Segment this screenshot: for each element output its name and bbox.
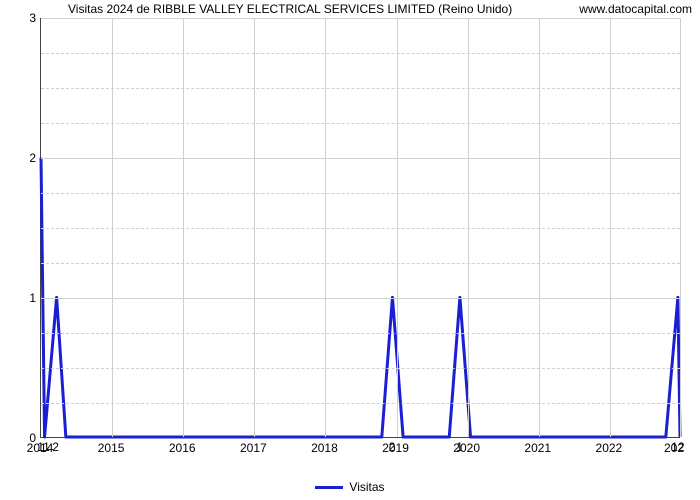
series-point-label: 2 <box>52 440 59 454</box>
h-gridline-minor <box>41 403 680 404</box>
h-gridline-minor <box>41 53 680 54</box>
v-gridline <box>112 18 113 437</box>
h-gridline-minor <box>41 228 680 229</box>
v-gridline <box>610 18 611 437</box>
y-tick-label: 3 <box>6 11 36 25</box>
h-gridline-minor <box>41 368 680 369</box>
legend: Visitas <box>0 480 700 494</box>
legend-swatch <box>315 486 343 489</box>
v-gridline <box>468 18 469 437</box>
series-point-label: 1 <box>456 440 463 454</box>
h-gridline-minor <box>41 263 680 264</box>
v-gridline <box>325 18 326 437</box>
x-tick-label: 2017 <box>240 441 267 455</box>
h-gridline-minor <box>41 123 680 124</box>
v-gridline <box>254 18 255 437</box>
h-gridline-minor <box>41 333 680 334</box>
series-point-label: 11 <box>37 440 49 454</box>
chart-watermark: www.datocapital.com <box>579 2 692 16</box>
v-gridline <box>539 18 540 437</box>
h-gridline <box>41 298 680 299</box>
v-gridline <box>397 18 398 437</box>
h-gridline <box>41 18 680 19</box>
h-gridline <box>41 158 680 159</box>
chart-title: Visitas 2024 de RIBBLE VALLEY ELECTRICAL… <box>68 2 512 16</box>
series-point-label: 12 <box>671 440 684 454</box>
plot-area <box>40 18 680 438</box>
legend-label: Visitas <box>349 480 384 494</box>
v-gridline <box>183 18 184 437</box>
y-tick-label: 2 <box>6 151 36 165</box>
series-point-label: 2 <box>389 440 396 454</box>
x-tick-label: 2021 <box>524 441 551 455</box>
x-tick-label: 2018 <box>311 441 338 455</box>
chart-container: Visitas 2024 de RIBBLE VALLEY ELECTRICAL… <box>0 0 700 500</box>
y-tick-label: 1 <box>6 291 36 305</box>
h-gridline-minor <box>41 193 680 194</box>
x-tick-label: 2015 <box>98 441 125 455</box>
x-tick-label: 2022 <box>596 441 623 455</box>
x-tick-label: 2016 <box>169 441 196 455</box>
h-gridline-minor <box>41 88 680 89</box>
v-gridline <box>680 18 681 437</box>
